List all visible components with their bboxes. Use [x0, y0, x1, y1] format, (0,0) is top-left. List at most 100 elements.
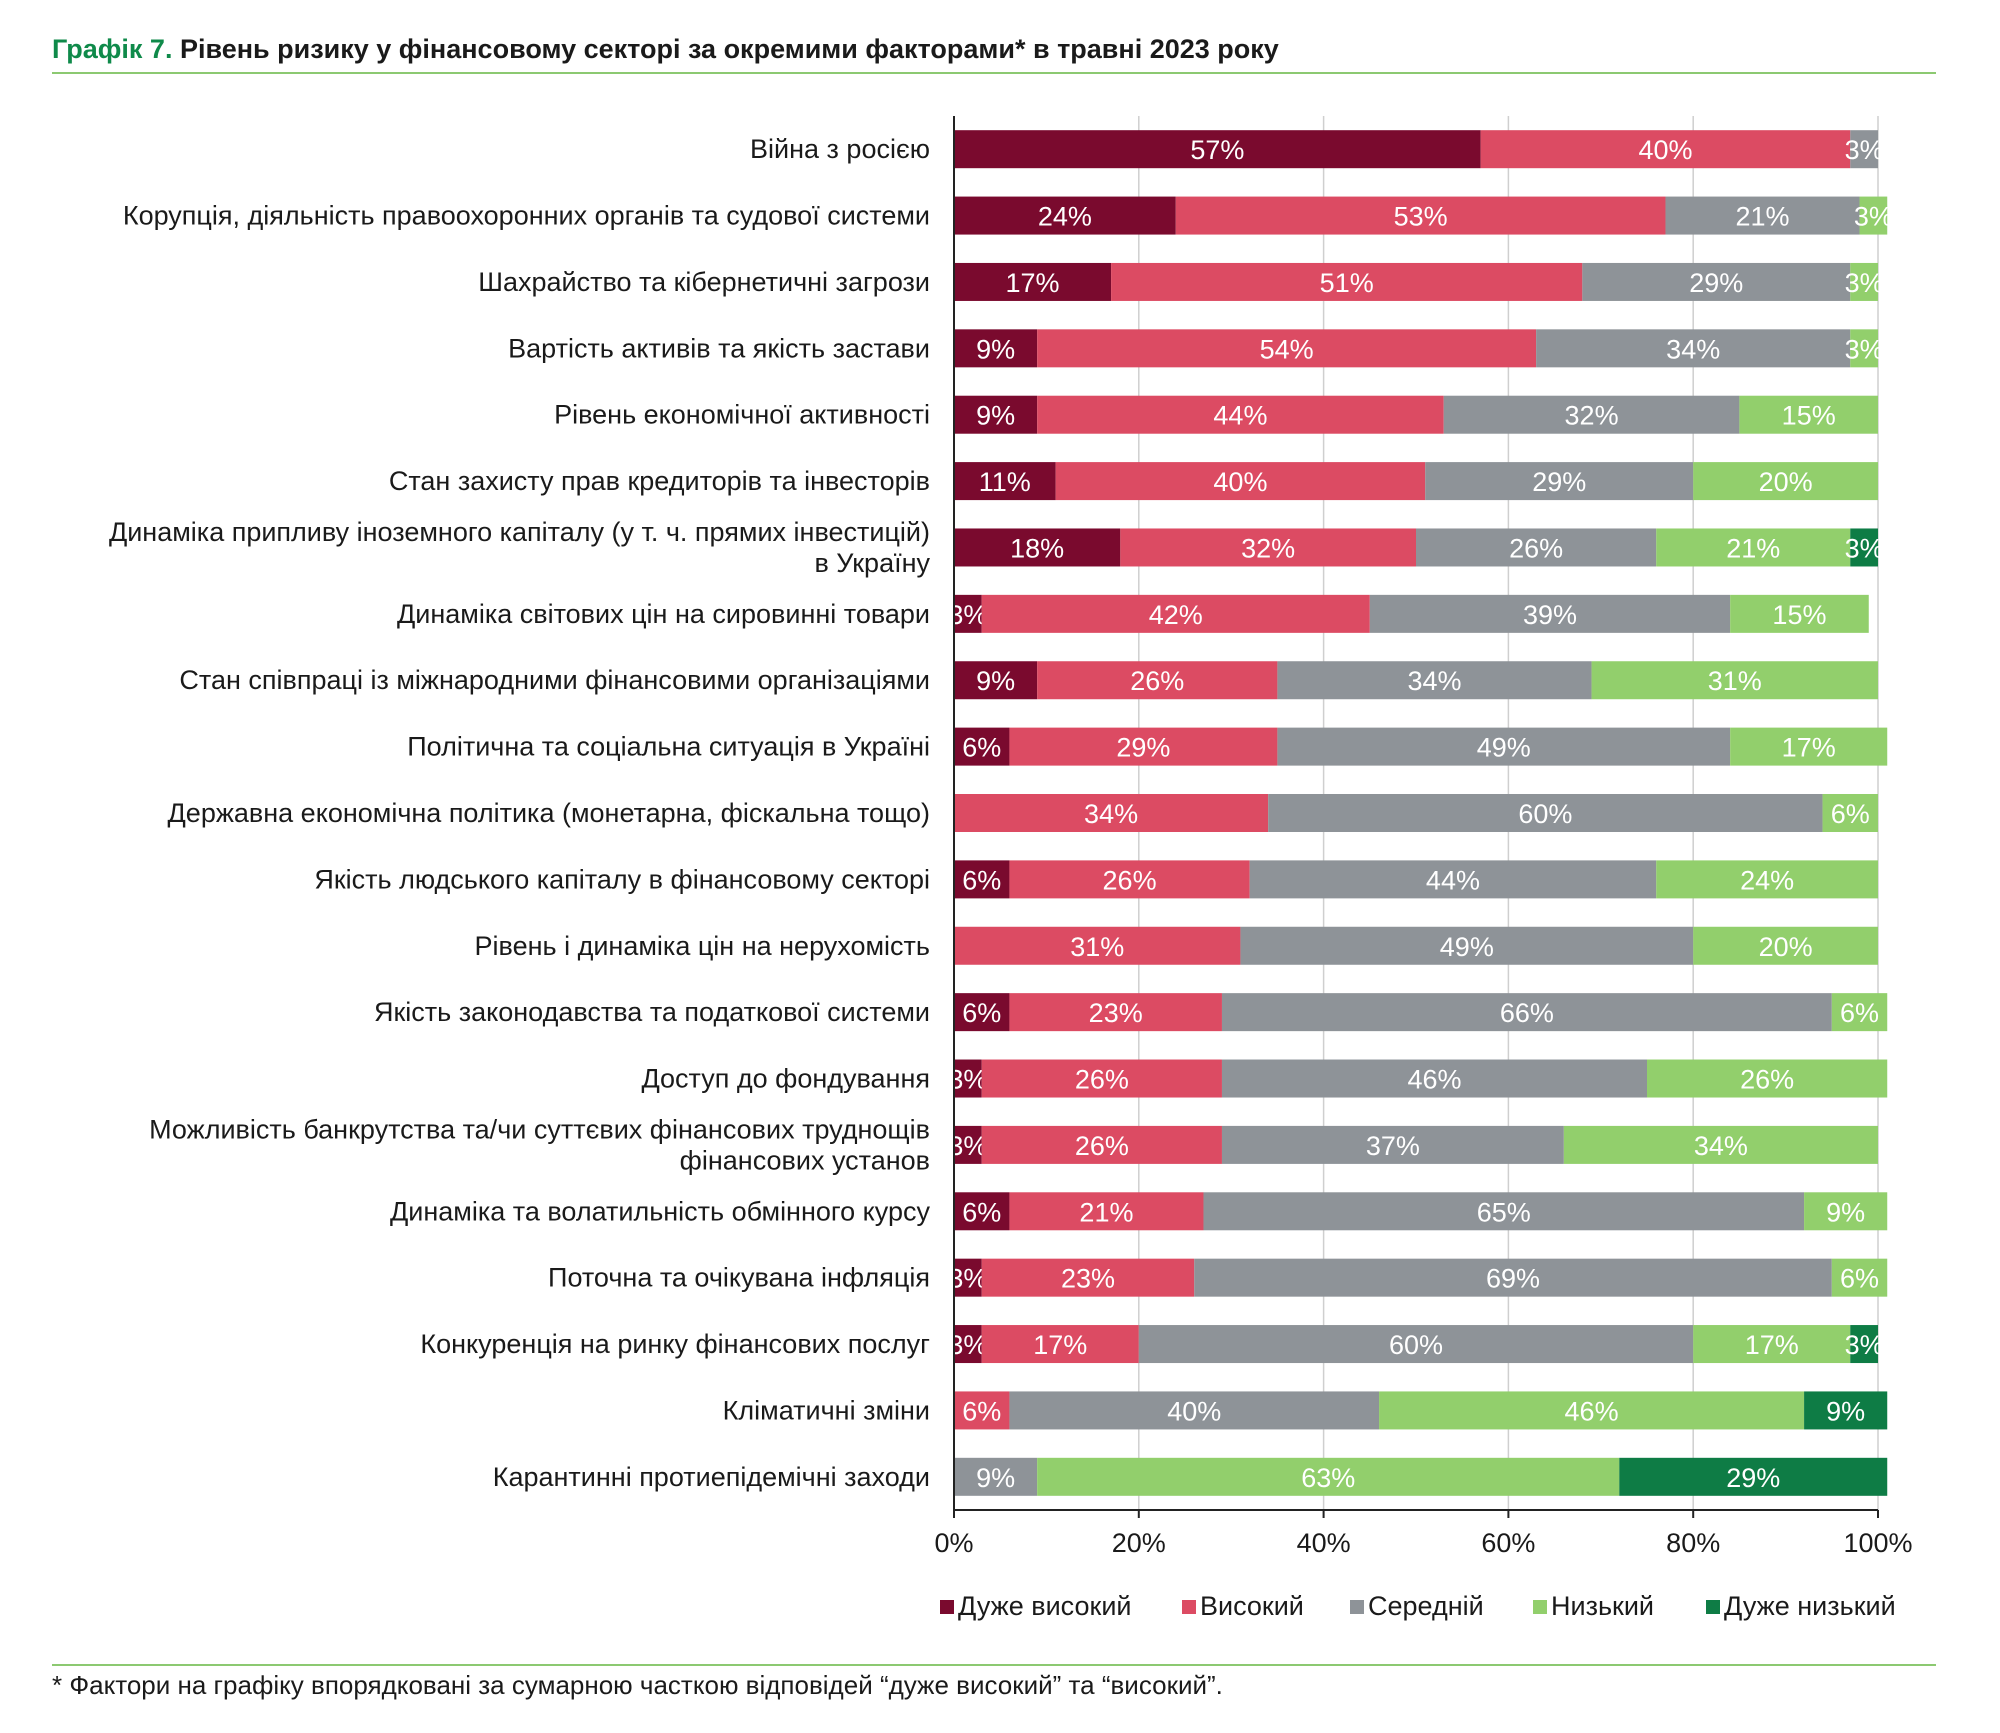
bar-segment: [1850, 1325, 1878, 1364]
category-label-line: Політична та соціальна ситуація в Україн…: [407, 732, 930, 762]
bar-segment: [1850, 130, 1878, 169]
data-label: 39%: [1523, 600, 1577, 630]
data-label: 44%: [1213, 401, 1267, 431]
data-label: 3%: [1845, 135, 1884, 165]
bar-segment: [981, 1258, 1195, 1297]
category-label: Динаміка припливу іноземного капіталу (у…: [109, 517, 931, 578]
chart-title-prefix: Графік 7.: [52, 34, 173, 64]
bar-segment: [1009, 1192, 1204, 1231]
data-label: 60%: [1518, 799, 1572, 829]
legend-swatch: [940, 1600, 954, 1614]
bar-segment: [1850, 528, 1878, 567]
category-label-line: Динаміка припливу іноземного капіталу (у…: [109, 517, 930, 547]
data-label: 9%: [976, 401, 1015, 431]
bar-segment: [1831, 1258, 1888, 1297]
data-label: 44%: [1426, 865, 1480, 895]
bar-segment: [954, 794, 1269, 832]
bar-segment: [954, 462, 1056, 501]
bar-segment: [1822, 794, 1878, 832]
data-label: 46%: [1407, 1065, 1461, 1095]
category-label-line: Можливість банкрутства та/чи суттєвих фі…: [149, 1114, 930, 1144]
data-label: 34%: [1666, 334, 1720, 364]
bar-segment: [1647, 1059, 1888, 1098]
x-tick-label: 60%: [1481, 1528, 1535, 1558]
bar-segment: [1037, 395, 1444, 434]
bar-segment: [1656, 528, 1851, 567]
legend-swatch: [1706, 1600, 1720, 1614]
bar-segment: [954, 329, 1038, 368]
bar-segment: [954, 594, 982, 633]
category-label-line: Якість законодавства та податкової систе…: [374, 997, 930, 1027]
data-label: 17%: [1782, 733, 1836, 763]
bar-segment: [1859, 196, 1888, 235]
bar-segment: [954, 993, 1010, 1032]
data-label: 6%: [962, 1396, 1001, 1426]
category-label-line: Стан захисту прав кредиторів та інвестор…: [389, 466, 930, 496]
data-label: 26%: [1075, 1065, 1129, 1095]
data-label: 17%: [1745, 1330, 1799, 1360]
bar-segment: [1563, 1125, 1878, 1164]
bar-segment: [1693, 1325, 1851, 1364]
category-label-line: Шахрайство та кібернетичні загрози: [478, 267, 930, 297]
bar-segment: [954, 196, 1176, 235]
bar-segment: [1665, 196, 1860, 235]
data-label: 49%: [1440, 932, 1494, 962]
bar-segment: [1221, 1125, 1564, 1164]
data-label: 69%: [1486, 1264, 1540, 1294]
data-label: 23%: [1061, 1264, 1115, 1294]
data-label: 34%: [1084, 799, 1138, 829]
bar-segment: [981, 1325, 1139, 1364]
data-label: 32%: [1565, 401, 1619, 431]
chart-title-text: Рівень ризику у фінансовому секторі за о…: [179, 34, 1279, 64]
bar-segment: [981, 594, 1370, 633]
data-label: 18%: [1010, 533, 1064, 563]
bar-segment: [1804, 1391, 1888, 1430]
category-label-line: Корупція, діяльність правоохоронних орга…: [123, 201, 930, 231]
data-label: 23%: [1089, 998, 1143, 1028]
title-divider: [52, 72, 1936, 74]
bar-segment: [1221, 993, 1832, 1032]
data-label: 11%: [979, 467, 1031, 497]
data-label: 26%: [1103, 865, 1157, 895]
data-label: 6%: [1840, 998, 1879, 1028]
bar-segment: [1693, 462, 1878, 501]
data-label: 32%: [1241, 533, 1295, 563]
legend-label: Високий: [1200, 1591, 1304, 1621]
data-label: 9%: [1826, 1396, 1865, 1426]
data-label: 9%: [976, 666, 1015, 696]
data-label: 9%: [976, 1463, 1015, 1493]
data-label: 34%: [1407, 666, 1461, 696]
legend-swatch: [1182, 1600, 1196, 1614]
data-label: 6%: [962, 865, 1001, 895]
bar-segment: [954, 528, 1121, 567]
data-label: 24%: [1740, 865, 1794, 895]
data-label: 9%: [1826, 1197, 1865, 1227]
data-label: 6%: [1831, 799, 1870, 829]
data-label: 37%: [1366, 1131, 1420, 1161]
bar-segment: [1249, 860, 1657, 899]
category-label: Шахрайство та кібернетичні загрози: [478, 267, 930, 297]
bar-segment: [954, 1391, 1010, 1430]
data-label: 21%: [1726, 533, 1780, 563]
data-label: 20%: [1759, 467, 1813, 497]
data-label: 24%: [1038, 202, 1092, 232]
bar-segment: [954, 395, 1038, 434]
bar-segment: [954, 860, 1010, 899]
footnote: * Фактори на графіку впорядковані за сум…: [52, 1670, 1223, 1700]
x-tick-label: 40%: [1297, 1528, 1351, 1558]
category-label: Доступ до фондування: [641, 1064, 930, 1094]
data-label: 60%: [1389, 1330, 1443, 1360]
legend-swatch: [1533, 1600, 1547, 1614]
category-label: Державна економічна політика (монетарна,…: [168, 798, 930, 828]
data-label: 65%: [1477, 1197, 1531, 1227]
bar-segment: [1037, 661, 1278, 700]
bar-segment: [954, 1059, 982, 1098]
legend-label: Середній: [1368, 1591, 1484, 1621]
category-label: Конкуренція на ринку фінансових послуг: [420, 1329, 930, 1359]
category-label: Рівень і динаміка цін на нерухомість: [475, 931, 930, 961]
x-tick-label: 100%: [1843, 1528, 1912, 1558]
bar-segment: [1055, 462, 1426, 501]
data-label: 53%: [1394, 202, 1448, 232]
bar-segment: [1175, 196, 1666, 235]
bar-segment: [1009, 860, 1250, 899]
